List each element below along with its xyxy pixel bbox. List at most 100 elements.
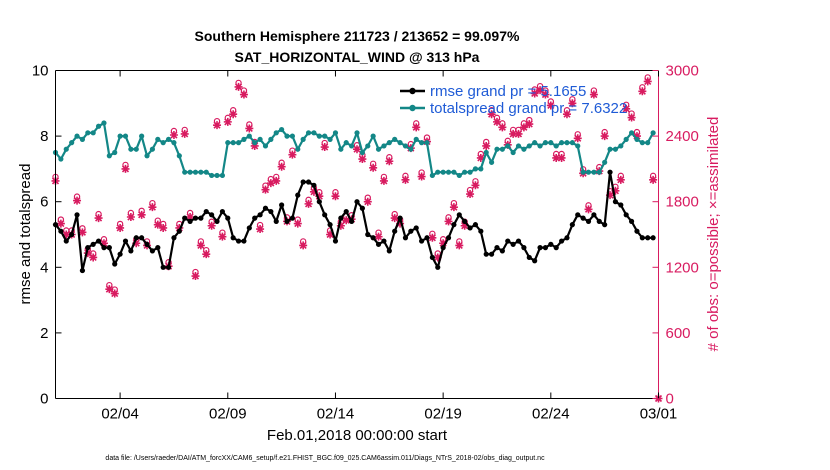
obs-assimilated-point: [417, 172, 426, 181]
rmse-point: [505, 238, 511, 244]
rmse-point: [101, 245, 107, 251]
rmse-point: [155, 245, 161, 251]
spread-point: [192, 169, 199, 175]
obs-assimilated-point: [552, 153, 561, 162]
spread-point: [268, 136, 274, 142]
obs-assimilated-point: [643, 77, 652, 86]
rmse-point: [548, 241, 554, 247]
obs-assimilated-point: [293, 219, 302, 228]
obs-assimilated-point: [557, 153, 566, 162]
spread-point: [639, 140, 645, 146]
spread-point: [117, 133, 123, 139]
y-tick-label-right: 2400: [666, 128, 699, 145]
spread-point: [273, 130, 279, 136]
obs-assimilated-point: [498, 123, 507, 132]
obs-assimilated-point: [525, 120, 534, 129]
rmse-point: [69, 231, 75, 238]
rmse-point: [241, 238, 247, 244]
spread-point: [435, 169, 441, 175]
rmse-point: [639, 235, 645, 241]
spread-point: [187, 169, 193, 175]
obs-assimilated-point: [632, 132, 641, 141]
obs-assimilated-point: [315, 192, 324, 201]
rmse-point: [580, 215, 586, 221]
spread-point: [305, 130, 312, 136]
spread-point: [230, 140, 236, 146]
spread-point: [483, 149, 489, 156]
spread-point: [289, 133, 295, 139]
rmse-point: [521, 245, 527, 251]
rmse-point: [322, 212, 328, 218]
x-tick-label: 02/09: [209, 406, 247, 423]
obs-assimilated-point: [519, 123, 528, 132]
obs-assimilated-point: [369, 163, 378, 172]
rmse-point: [117, 251, 123, 257]
obs-assimilated-point: [353, 145, 361, 154]
obs-assimilated-point: [363, 197, 372, 206]
rmse-point: [144, 241, 150, 247]
obs-assimilated-point: [649, 175, 658, 184]
rmse-point: [408, 228, 414, 234]
spread-point: [300, 136, 306, 142]
rmse-point: [128, 248, 134, 254]
obs-assimilated-point: [148, 203, 157, 212]
rmse-point: [488, 251, 495, 257]
spread-point: [246, 133, 252, 139]
obs-assimilated-point: [460, 221, 469, 230]
legend: rmse grand pr = 5.1655 totalspread grand…: [400, 83, 627, 117]
obs-assimilated-point: [541, 90, 550, 99]
spread-point: [645, 140, 651, 146]
y-tick-label-left: 2: [40, 325, 48, 342]
rmse-point: [63, 238, 69, 244]
spread-point: [79, 136, 86, 142]
rmse-point: [133, 235, 139, 241]
obs-assimilated-point: [159, 223, 168, 232]
spread-point: [623, 136, 629, 142]
y-tick-label-left: 6: [40, 194, 48, 211]
rmse-point: [494, 245, 500, 251]
obs-assimilated-point: [132, 239, 141, 248]
chart-subtitle: SAT_HORIZONTAL_WIND @ 313 hPa: [235, 49, 480, 65]
spread-point: [440, 169, 446, 175]
spread-point: [515, 143, 522, 149]
spread-point: [564, 140, 570, 146]
obs-assimilated-point: [309, 187, 318, 196]
rmse-point: [467, 225, 473, 231]
spread-point: [279, 126, 285, 133]
y-tick-label-left: 4: [40, 259, 48, 276]
rmse-point: [618, 202, 624, 208]
spread-point: [203, 169, 209, 175]
obs-assimilated-point: [600, 132, 609, 141]
spread-point: [488, 159, 495, 165]
rmse-point: [349, 218, 355, 224]
obs-assimilated-point: [73, 196, 82, 205]
spread-point: [106, 153, 112, 159]
rmse-point: [451, 222, 457, 228]
rmse-point: [435, 264, 441, 270]
obs-assimilated-point: [94, 214, 103, 223]
spread-point: [252, 140, 258, 146]
obs-assimilated-point: [412, 123, 421, 132]
rmse-point: [149, 248, 156, 254]
rmse-point: [564, 235, 570, 241]
obs-assimilated-point: [336, 221, 345, 230]
rmse-point: [225, 215, 231, 221]
spread-point: [171, 140, 177, 146]
x-tick-label: 02/04: [101, 406, 139, 423]
obs-assimilated-point: [611, 186, 620, 195]
obs-layer: [51, 74, 663, 403]
rmse-point: [591, 212, 597, 218]
rmse-point: [462, 218, 468, 224]
spread-point: [354, 130, 360, 136]
spread-point: [505, 143, 511, 149]
obs-assimilated-point: [492, 117, 501, 126]
rmse-point: [230, 235, 236, 241]
obs-assimilated-point: [186, 213, 195, 222]
rmse-point: [112, 261, 118, 267]
spread-point: [155, 136, 161, 142]
rmse-point: [575, 212, 581, 218]
spread-point: [58, 156, 64, 162]
rmse-point: [628, 218, 635, 224]
rmse-point: [246, 225, 252, 231]
spread-point: [359, 149, 365, 156]
